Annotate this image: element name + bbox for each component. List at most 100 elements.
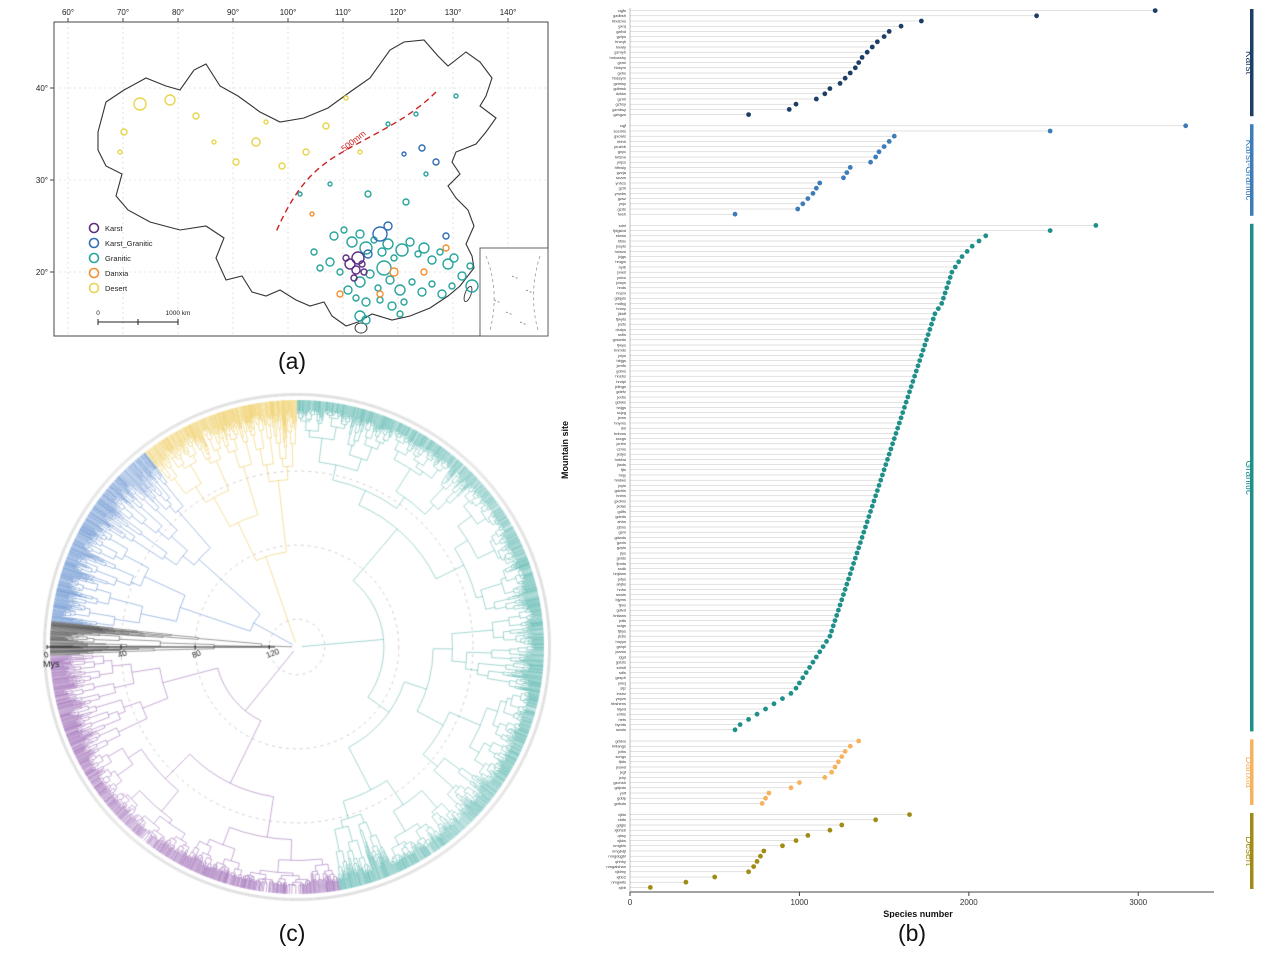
site-dot [881, 467, 887, 473]
site-label: hnshs [615, 374, 626, 379]
site-dot [858, 540, 863, 545]
site-label: gxsph [615, 675, 626, 680]
site-dot [900, 410, 906, 415]
site-label: hnhs [617, 587, 626, 592]
site-label: jxjgs [617, 254, 626, 259]
site-marker [164, 94, 176, 106]
site-marker [413, 111, 419, 117]
site-dot [844, 170, 850, 176]
site-marker [389, 267, 399, 277]
site-label: czms [617, 446, 626, 451]
legend-swatch-danxia [88, 267, 100, 279]
site-label: sxcgs [616, 436, 626, 441]
site-dot [746, 869, 751, 875]
site-marker [355, 229, 365, 239]
site-dot [846, 576, 851, 582]
map-inset [479, 247, 549, 337]
site-label: gdms [616, 368, 626, 373]
site-label: snhls [617, 712, 626, 717]
y-axis-title: Mountain site [560, 421, 570, 479]
site-dot [854, 550, 860, 556]
site-dot [746, 717, 751, 722]
svg-text:1000 km: 1000 km [166, 310, 191, 317]
site-dot [758, 853, 763, 859]
site-label: gdefz [616, 389, 626, 394]
china-outline [97, 39, 497, 327]
site-marker [376, 290, 384, 298]
site-marker [263, 119, 269, 125]
group-label-danxia: Danxia [1243, 757, 1254, 789]
site-label: gzfbd [616, 29, 626, 34]
site-label: gzyls [617, 545, 626, 550]
site-dot [807, 665, 812, 670]
site-label: sclgs [617, 623, 626, 628]
group-label-desert: Desert [1243, 836, 1254, 866]
site-dot [859, 55, 865, 60]
site-dot [946, 280, 951, 285]
site-dot [827, 86, 833, 91]
site-dot [842, 587, 848, 592]
site-label: hbhh [617, 139, 626, 144]
site-dot [851, 561, 857, 566]
site-dot [746, 112, 751, 117]
site-marker [336, 290, 344, 298]
site-label: jxwys [615, 280, 626, 285]
site-marker [400, 298, 408, 306]
x-axis-title: Species number [883, 909, 953, 918]
site-marker [346, 236, 358, 248]
site-dot [820, 644, 826, 649]
site-label: hbshens [611, 701, 626, 706]
site-label: sljz [620, 686, 626, 691]
site-dot [868, 509, 873, 514]
site-marker [465, 279, 479, 293]
panel-c-phylogeny [5, 385, 570, 917]
site-marker [351, 251, 365, 265]
site-label: lnshz [617, 691, 626, 696]
site-dot [896, 420, 902, 426]
site-dot [795, 206, 801, 212]
site-label: hnxqh [615, 39, 626, 44]
site-label: jxfys [617, 576, 626, 581]
site-label: jxlings [614, 384, 626, 389]
site-dot [647, 885, 653, 890]
site-label: jxsyts [615, 244, 626, 249]
site-dot [930, 316, 936, 322]
site-marker [427, 255, 437, 265]
site-dot [895, 425, 901, 431]
site-marker [192, 112, 200, 120]
svg-text:140°: 140° [500, 8, 517, 17]
site-label: hfhwly [615, 165, 626, 170]
site-label: gzlps [617, 34, 626, 39]
group-label-karst-granitic: Karst-Granitic [1243, 139, 1254, 200]
site-label: hbssym [612, 76, 626, 81]
site-dot [842, 75, 848, 81]
site-marker [340, 226, 348, 234]
site-marker [343, 95, 349, 101]
site-label: jlcbs [617, 634, 626, 639]
site-label: scjzg [617, 410, 626, 415]
scale-bar: 0 1000 km [96, 310, 190, 325]
site-dot [793, 101, 799, 107]
site-label: schgx [616, 754, 626, 759]
map-legend: Karst Karst_Granitic Granitic Danxia Desert [88, 222, 153, 294]
svg-text:2000: 2000 [960, 898, 978, 907]
site-dot [876, 149, 882, 155]
site-dot [805, 196, 811, 202]
site-label: gxswds [613, 337, 626, 342]
site-label: hrllangs [612, 744, 626, 749]
site-label: fjwys [617, 342, 626, 347]
site-dot [878, 477, 884, 483]
site-label: snwis [616, 727, 626, 732]
site-dot [842, 749, 848, 754]
site-label: hbjgs [616, 358, 626, 363]
site-label: ynlcj [618, 680, 626, 685]
site-marker [396, 310, 404, 318]
svg-text:3000: 3000 [1129, 898, 1147, 907]
site-marker [408, 278, 416, 286]
site-marker [385, 121, 391, 127]
site-dot [849, 566, 855, 571]
site-label: jlkldf [617, 311, 627, 316]
site-label: hnwly [616, 44, 626, 49]
group-bar-granitic [1250, 223, 1254, 732]
site-dot [754, 859, 760, 864]
